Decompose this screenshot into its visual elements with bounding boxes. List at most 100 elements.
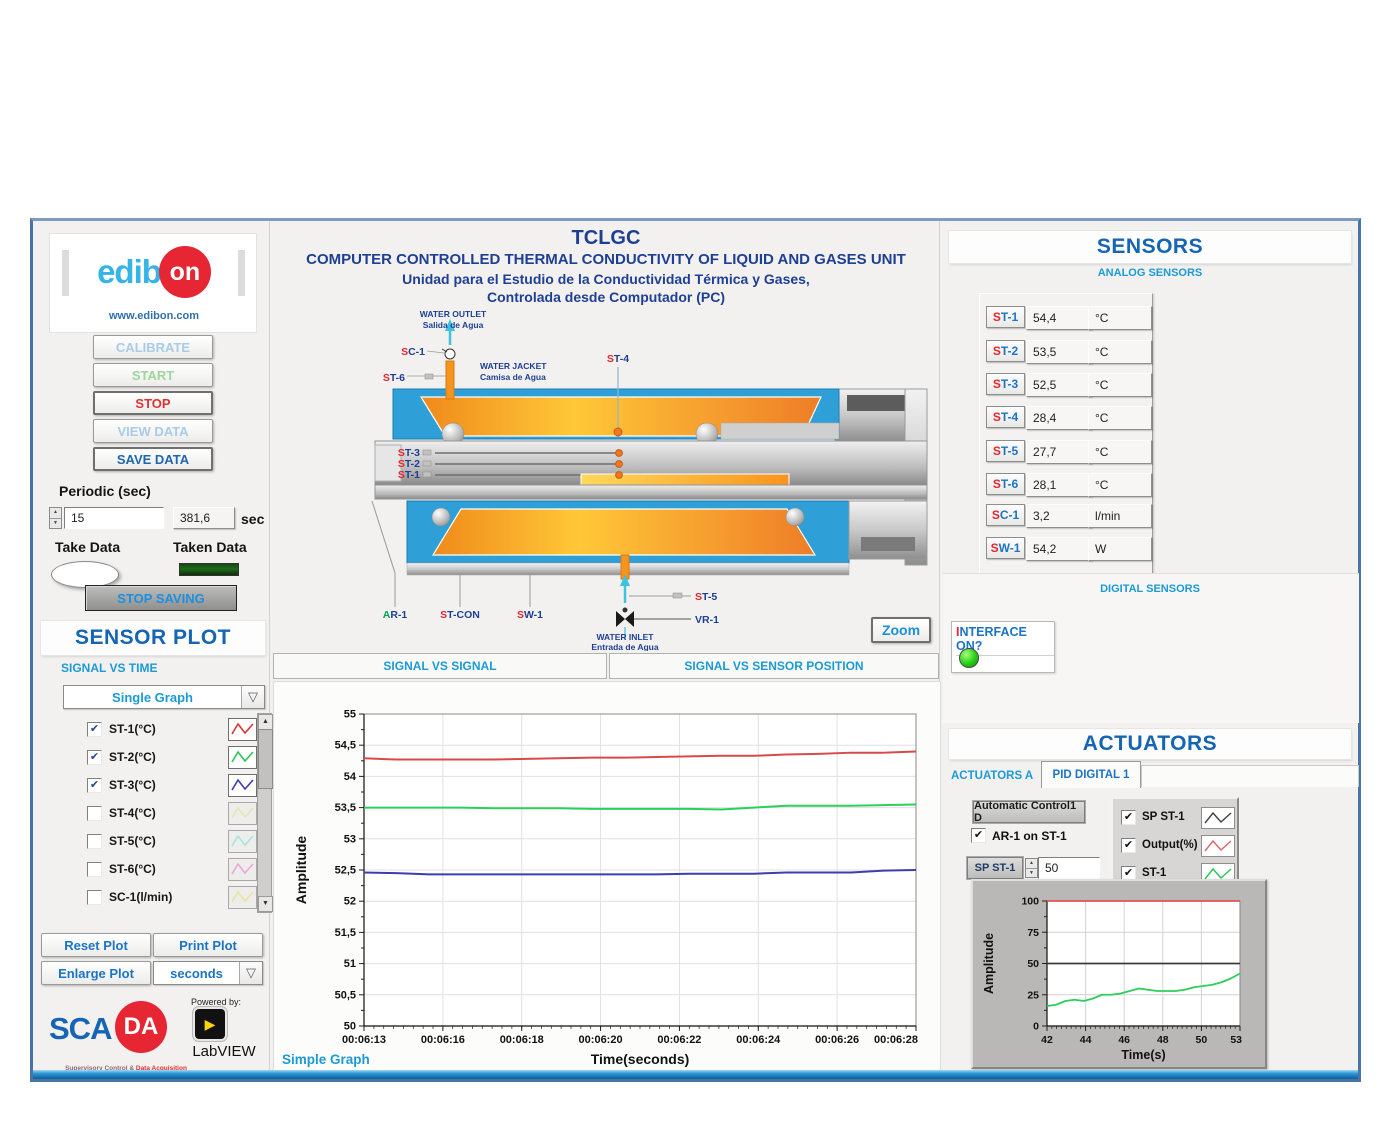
tab-signal-vs-sensor-position[interactable]: SIGNAL VS SENSOR POSITION (609, 653, 939, 679)
sensor-label-st-4[interactable]: S T-4 (986, 406, 1025, 428)
svg-text:54: 54 (344, 771, 357, 783)
pid-chart[interactable]: 0 25 50 75 100 42 44 46 48 50 53 Amplitude Time(s) (973, 881, 1265, 1067)
channel-line-icon[interactable] (228, 885, 257, 909)
channel-checkbox[interactable] (87, 861, 102, 877)
channel-checkbox[interactable]: ✔ (87, 777, 102, 793)
svg-text:46: 46 (1118, 1034, 1130, 1046)
automatic-control-button[interactable]: Automatic Control1 D (973, 800, 1085, 824)
sensor-value: 53,5 (1026, 340, 1092, 364)
channel-checkbox[interactable] (87, 833, 102, 849)
sensor-value: 28,4 (1026, 406, 1092, 430)
sensor-value: 54,2 (1026, 537, 1092, 561)
elapsed-time-indicator: 381,6 (173, 507, 235, 529)
calibrate-button[interactable]: CALIBRATE (93, 335, 213, 359)
legend-checkbox[interactable]: ✔ (1121, 837, 1136, 853)
sensor-label-st-5[interactable]: S T-5 (986, 440, 1025, 462)
tab-actuators-a[interactable]: ACTUATORS A (951, 770, 1034, 782)
legend-line-icon[interactable] (1201, 807, 1235, 829)
channel-line-icon[interactable] (228, 717, 257, 741)
graph-mode-dropdown[interactable]: Single Graph ▽ (63, 685, 265, 709)
channel-checkbox[interactable]: ✔ (87, 749, 102, 765)
sensor-unit: °C (1088, 373, 1152, 397)
diagram-label-water_outlet: WATER OUTLET (420, 309, 487, 319)
zoom-button[interactable]: Zoom (871, 617, 931, 643)
window-bottom-bar (33, 1070, 1358, 1079)
unit-subtitle-en: COMPUTER CONTROLLED THERMAL CONDUCTIVITY… (306, 251, 906, 268)
svg-text:52,5: 52,5 (335, 865, 356, 877)
legend-checkbox[interactable]: ✔ (1121, 865, 1136, 881)
tab-pid-digital-1[interactable]: PID DIGITAL 1 (1041, 761, 1141, 788)
svg-text:00:06:16: 00:06:16 (421, 1034, 465, 1046)
labview-icon: ▶ (195, 1009, 225, 1039)
ar1-checkbox-label: AR-1 on ST-1 (992, 828, 1067, 843)
signal-vs-time-chart[interactable]: 50 50,5 51 51,5 52 52,5 53 53,5 54 54,5 55 00:06:13… (276, 684, 940, 1072)
y-axis-label: Amplitude (293, 836, 309, 905)
sensor-label-st-2[interactable]: S T-2 (986, 340, 1025, 362)
column-divider-right (939, 221, 940, 1076)
pid-chart-panel: 0 25 50 75 100 42 44 46 48 50 53 Amplitude Time(s) (971, 879, 1267, 1069)
channel-line-icon[interactable] (228, 829, 257, 853)
stop-button[interactable]: STOP (93, 391, 213, 415)
view-data-button[interactable]: VIEW DATA (93, 419, 213, 443)
graph-mode-value: Single Graph (112, 689, 193, 705)
channel-label: SC-1(l/min) (109, 890, 173, 904)
stop-saving-button[interactable]: STOP SAVING (85, 585, 237, 611)
scroll-up-icon[interactable]: ▲ (258, 714, 273, 730)
actuators-title: ACTUATORS (1082, 732, 1218, 755)
channel-line-icon[interactable] (228, 857, 257, 881)
diagram-label-vr1: VR-1 (695, 614, 719, 626)
x-axis-label: Time(s) (1121, 1048, 1165, 1062)
taken-data-led (179, 563, 239, 576)
channel-line-icon[interactable] (228, 773, 257, 797)
channel-line-icon[interactable] (228, 745, 257, 769)
sensor-label-st-6[interactable]: S T-6 (986, 473, 1025, 495)
enlarge-plot-button[interactable]: Enlarge Plot (41, 961, 151, 985)
diagram-label-water_inlet: WATER INLET (597, 632, 655, 642)
digital-sensors-label: DIGITAL SENSORS (1100, 583, 1200, 595)
start-button[interactable]: START (93, 363, 213, 387)
periodic-input[interactable]: 15 (64, 507, 164, 529)
pid-legend-box: ✔ SP ST-1 ✔ Output(%) ✔ ST-1 (1111, 797, 1239, 885)
channel-label: ST-4(°C) (109, 806, 156, 820)
save-data-button[interactable]: SAVE DATA (93, 447, 213, 471)
ar1-checkbox[interactable]: ✔ (971, 828, 986, 843)
reset-plot-button[interactable]: Reset Plot (41, 933, 151, 957)
legend-line-icon[interactable] (1201, 835, 1235, 857)
diagram-label-sw1: SW-1 (517, 609, 543, 621)
time-unit-dropdown[interactable]: seconds ▽ (153, 961, 263, 985)
take-data-toggle[interactable] (51, 561, 119, 588)
diagram-label-st5: ST-5 (695, 591, 717, 603)
scroll-down-icon[interactable]: ▼ (258, 896, 273, 912)
svg-text:44: 44 (1080, 1034, 1092, 1046)
sp-value-input[interactable]: 50 (1038, 857, 1100, 879)
periodic-label: Periodic (sec) (59, 483, 151, 499)
edibon-logo: edib on (50, 246, 258, 298)
interface-indicator-box: INTERFACE ON? (951, 621, 1055, 673)
svg-text:54,5: 54,5 (335, 740, 356, 752)
channel-checkbox[interactable] (87, 805, 102, 821)
logo-url[interactable]: www.edibon.com (108, 310, 200, 322)
sp-spinner[interactable]: ▲ ▼ (1025, 858, 1038, 878)
channel-scrollbar[interactable]: ▲ ▼ (257, 713, 273, 913)
tab-signal-vs-time[interactable]: SIGNAL VS TIME (61, 661, 158, 675)
sensor-label-sc-1[interactable]: S C-1 (986, 504, 1025, 526)
sensor-label-st-1[interactable]: S T-1 (986, 306, 1025, 328)
pid-legend-row: ✔ Output(%) (1121, 834, 1198, 856)
channel-checkbox[interactable]: ✔ (87, 721, 102, 737)
sensor-label-st-3[interactable]: S T-3 (986, 373, 1025, 395)
sensor-label-sw-1[interactable]: S W-1 (986, 537, 1025, 559)
channel-checkbox[interactable] (87, 889, 102, 905)
legend-checkbox[interactable]: ✔ (1121, 809, 1136, 825)
periodic-spinner[interactable]: ▲ ▼ (49, 507, 62, 529)
sp-st1-button[interactable]: SP ST-1 (967, 857, 1023, 879)
print-plot-button[interactable]: Print Plot (153, 933, 263, 957)
sensor-value: 27,7 (1026, 440, 1092, 464)
svg-text:55: 55 (344, 709, 356, 721)
svg-text:53: 53 (1230, 1034, 1242, 1046)
y-axis-label: Amplitude (982, 933, 996, 994)
svg-text:00:06:18: 00:06:18 (500, 1034, 544, 1046)
channel-line-icon[interactable] (228, 801, 257, 825)
tab-signal-vs-signal[interactable]: SIGNAL VS SIGNAL (273, 653, 607, 679)
scrollbar-thumb[interactable] (258, 729, 273, 789)
